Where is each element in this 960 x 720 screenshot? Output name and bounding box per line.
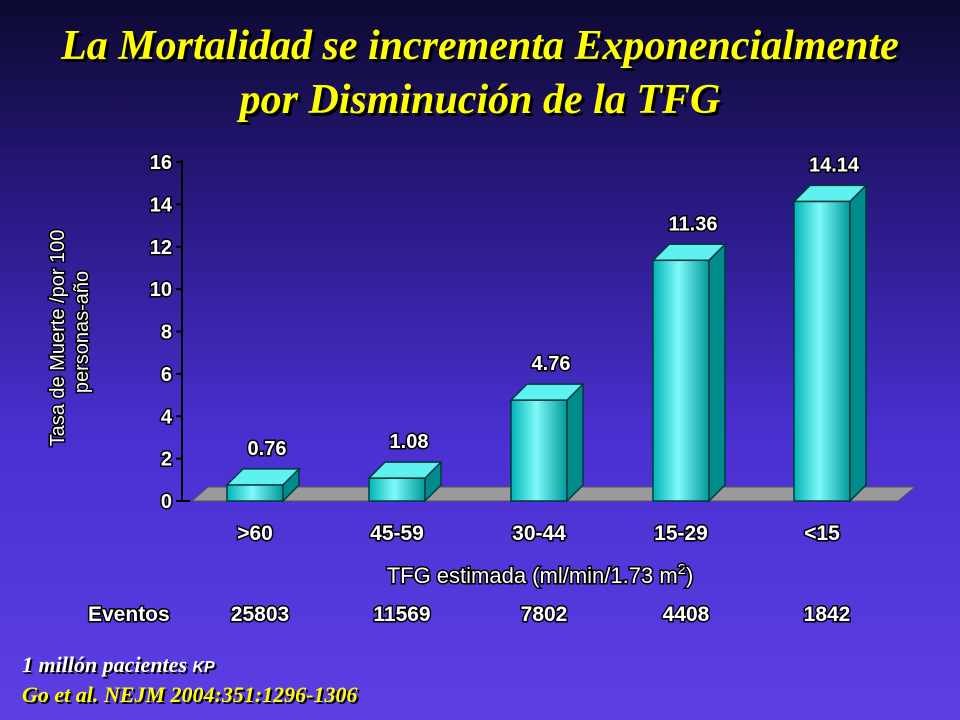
bar-top [225,468,301,486]
x-axis-label-end: ) [686,563,693,588]
y-axis: 0 2 4 6 8 10 12 14 16 [148,151,190,515]
bar-front [510,399,568,502]
title-line-2: por Disminución de la TFG [239,77,721,123]
bar-front [226,484,284,502]
events-value: 25803 [231,603,289,626]
x-tick-label: <15 [804,522,840,545]
x-axis-label-main: TFG estimada (ml/min/1.73 m [387,563,678,588]
x-tick-label: 30-44 [512,522,566,545]
x-tick-label: >60 [237,522,273,545]
x-axis-label: TFG estimada (ml/min/1.73 m2) [387,561,694,588]
bar [792,183,868,503]
y-tick-label: 8 [161,322,172,344]
x-tick-label: 45-59 [370,522,424,545]
footnote-patients: 1 millón pacientes KP [22,652,215,678]
bar-top [509,383,585,401]
bar-value-label: 4.76 [532,353,571,375]
x-tick-label: 15-29 [654,522,708,545]
bar-front [368,477,426,502]
y-axis-label-line-1: Tasa de Muerte /por 100 [47,230,69,447]
y-tick-label: 10 [150,279,172,301]
bar-front [793,200,851,502]
bar [509,382,585,503]
events-value: 7802 [521,603,568,626]
y-tick-label: 4 [161,406,173,428]
bar-top [651,243,727,262]
footnote-patients-text: 1 millón pacientes [22,652,187,677]
bar-front [652,259,710,502]
y-axis-label-line-2: personas-año [71,271,93,393]
bar-value-label: 11.36 [669,213,718,235]
bar-side [566,382,584,503]
y-tick-label: 6 [161,364,172,386]
x-axis-label-superscript: 2 [678,561,686,578]
title-line-1: La Mortalidad se incrementa Exponencialm… [61,23,899,69]
y-tick-label: 2 [161,449,172,471]
footnote-citation: Go et al. NEJM 2004:351:1296-1306 [22,682,358,707]
events-value: 1842 [804,603,851,626]
events-label: Eventos [88,603,170,626]
labels: Tasa de Muerte /por 100 personas-año 0.76 >… [46,153,862,628]
bar [225,467,301,503]
y-tick-label: 14 [150,194,173,216]
bar-value-label: 1.08 [390,431,429,453]
bar-top [367,461,443,479]
bars [225,183,868,503]
events-value: 11569 [373,603,430,626]
bar-top [792,184,868,203]
bar-side [708,242,726,503]
footnote-kp: KP [192,659,215,676]
bar-value-label: 14.14 [809,154,860,176]
bar [367,460,443,503]
y-tick-label: 0 [161,491,172,513]
y-tick-label: 16 [150,152,172,174]
y-tick-label: 12 [150,237,172,259]
bar-value-label: 0.76 [248,438,287,460]
bar-side [849,183,867,503]
events-value: 4408 [663,603,710,626]
bar [651,242,727,503]
